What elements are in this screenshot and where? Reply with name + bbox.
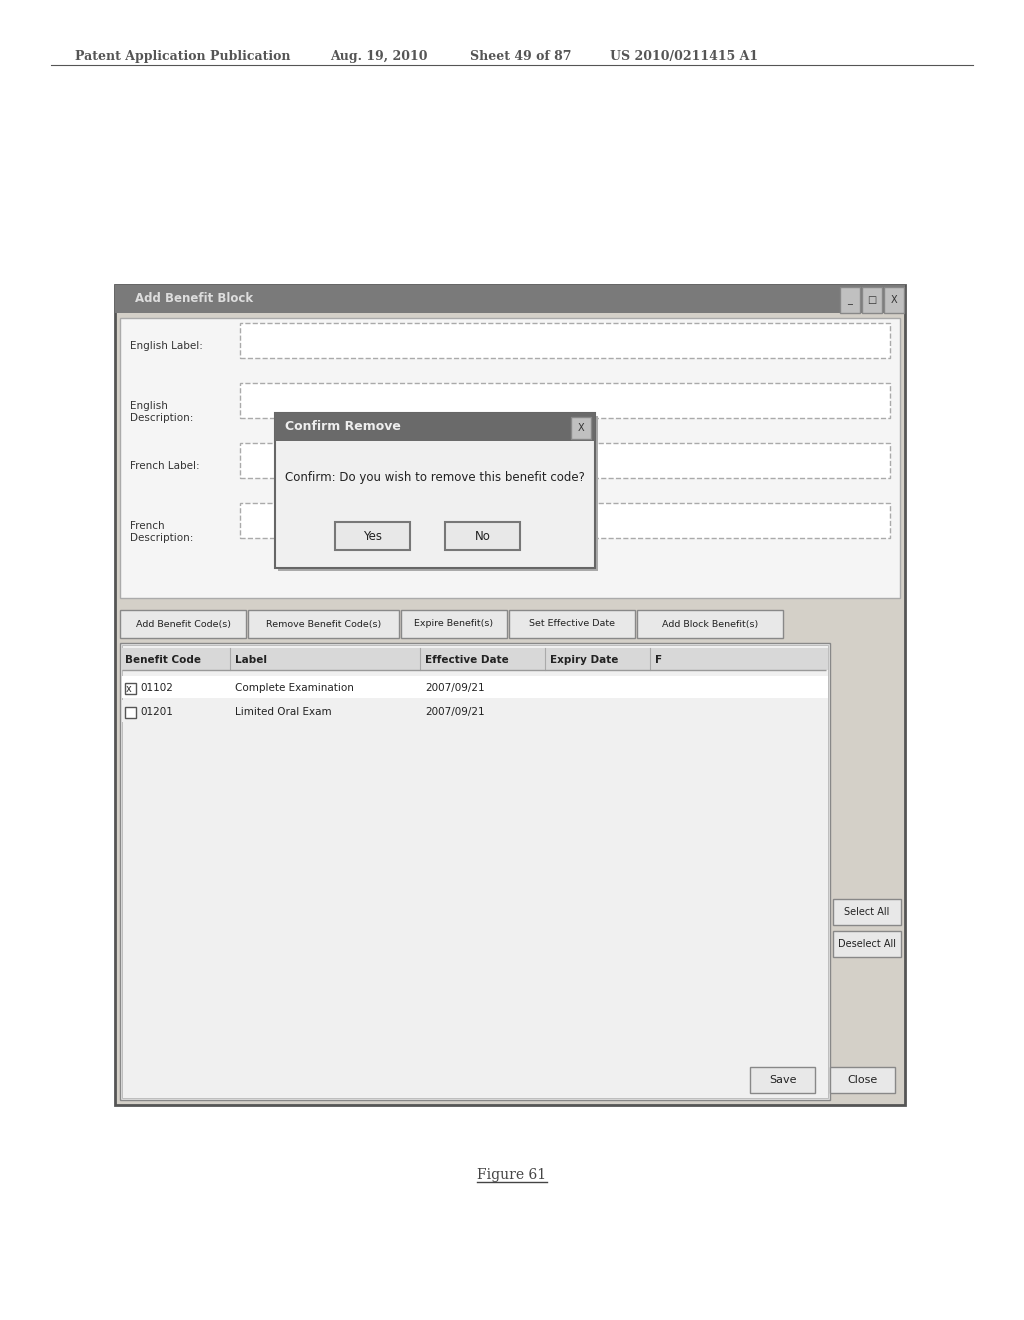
Bar <box>275 413 595 568</box>
Bar <box>750 1067 815 1093</box>
Bar <box>125 708 136 718</box>
Text: French Label:: French Label: <box>130 461 200 471</box>
Bar <box>275 413 595 441</box>
Text: Label: Label <box>234 655 267 665</box>
Bar <box>571 417 591 440</box>
Bar <box>122 648 828 671</box>
Text: Save: Save <box>769 1074 797 1085</box>
Text: □: □ <box>867 294 877 305</box>
Text: Deselect All: Deselect All <box>838 939 896 949</box>
Bar <box>840 286 860 313</box>
Text: Set Effective Date: Set Effective Date <box>529 619 615 628</box>
Text: Select All: Select All <box>845 907 890 917</box>
Text: Figure 61: Figure 61 <box>477 1168 547 1181</box>
Bar <box>120 643 830 1100</box>
Text: Patent Application Publication: Patent Application Publication <box>75 50 291 63</box>
Text: Expire Benefit(s): Expire Benefit(s) <box>415 619 494 628</box>
Text: Add Benefit Code(s): Add Benefit Code(s) <box>135 619 230 628</box>
Text: 2007/09/21: 2007/09/21 <box>425 682 484 693</box>
Text: French
Description:: French Description: <box>130 521 194 543</box>
Bar <box>445 521 520 550</box>
Text: English Label:: English Label: <box>130 341 203 351</box>
Text: Yes: Yes <box>362 529 382 543</box>
Bar <box>115 285 905 313</box>
Text: F: F <box>655 655 663 665</box>
Bar <box>509 610 635 638</box>
Bar <box>278 416 598 572</box>
Bar <box>335 521 410 550</box>
Bar <box>637 610 783 638</box>
Bar <box>120 610 246 638</box>
Text: No: No <box>474 529 490 543</box>
Bar <box>122 645 828 1098</box>
Text: X: X <box>578 422 585 433</box>
Bar <box>884 286 904 313</box>
Text: Remove Benefit Code(s): Remove Benefit Code(s) <box>266 619 381 628</box>
Text: Benefit Code: Benefit Code <box>125 655 201 665</box>
Bar <box>248 610 399 638</box>
Text: US 2010/0211415 A1: US 2010/0211415 A1 <box>610 50 758 63</box>
Bar <box>830 1067 895 1093</box>
Text: 2007/09/21: 2007/09/21 <box>425 708 484 717</box>
Text: Complete Examination: Complete Examination <box>234 682 354 693</box>
Text: Aug. 19, 2010: Aug. 19, 2010 <box>330 50 427 63</box>
Text: Limited Oral Exam: Limited Oral Exam <box>234 708 332 717</box>
Text: X: X <box>891 294 897 305</box>
Text: x: x <box>126 684 132 693</box>
Text: Sheet 49 of 87: Sheet 49 of 87 <box>470 50 571 63</box>
Text: Effective Date: Effective Date <box>425 655 509 665</box>
Bar <box>240 383 890 418</box>
Bar <box>401 610 507 638</box>
Bar <box>833 931 901 957</box>
Text: English
Description:: English Description: <box>130 401 194 422</box>
Bar <box>240 444 890 478</box>
Text: Expiry Date: Expiry Date <box>550 655 618 665</box>
Bar <box>115 285 905 1105</box>
Bar <box>240 323 890 358</box>
Bar <box>240 503 890 539</box>
Bar <box>122 700 828 722</box>
Text: _: _ <box>848 294 852 305</box>
Bar <box>122 676 828 698</box>
Text: Close: Close <box>848 1074 878 1085</box>
Text: 01102: 01102 <box>140 682 173 693</box>
Bar <box>833 899 901 925</box>
Bar <box>125 682 136 694</box>
Text: Add Benefit Block: Add Benefit Block <box>135 293 253 305</box>
Text: Confirm: Do you wish to remove this benefit code?: Confirm: Do you wish to remove this bene… <box>285 471 585 484</box>
Bar <box>120 318 900 598</box>
Text: Confirm Remove: Confirm Remove <box>285 421 400 433</box>
Text: Add Block Benefit(s): Add Block Benefit(s) <box>662 619 758 628</box>
Text: 01201: 01201 <box>140 708 173 717</box>
Bar <box>862 286 882 313</box>
